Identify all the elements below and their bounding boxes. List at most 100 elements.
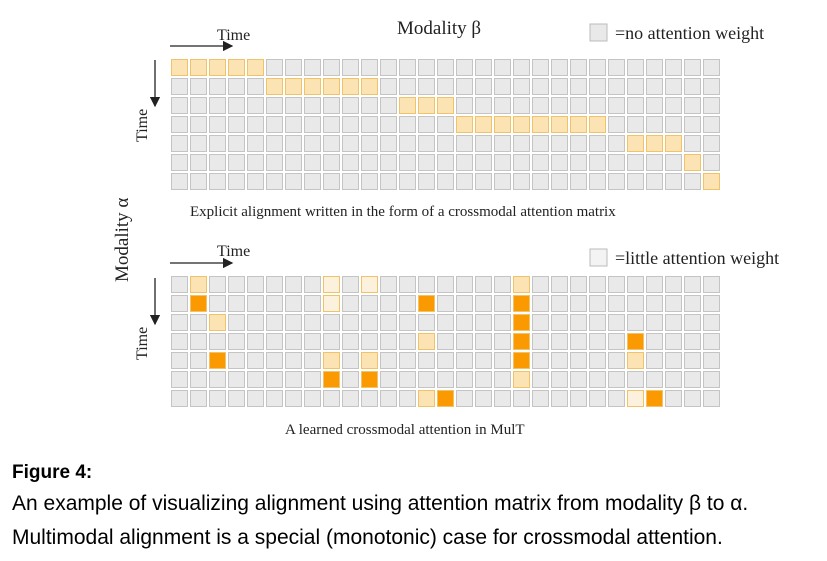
grid-cell <box>475 390 492 407</box>
grid-cell <box>437 333 454 350</box>
grid-cell <box>209 97 226 114</box>
grid-cell <box>285 276 302 293</box>
grid-cell <box>323 333 340 350</box>
grid-cell <box>532 59 549 76</box>
grid-cell <box>627 78 644 95</box>
grid-cell <box>570 154 587 171</box>
grid-cell <box>646 173 663 190</box>
grid-cell <box>532 276 549 293</box>
grid-cell <box>228 173 245 190</box>
grid-cell <box>437 295 454 312</box>
grid-cell <box>589 173 606 190</box>
grid-cell <box>646 97 663 114</box>
grid-cell <box>209 116 226 133</box>
legend-text: =no attention weight <box>615 23 764 43</box>
grid-cell <box>266 333 283 350</box>
grid-cell <box>665 97 682 114</box>
grid-cell <box>456 59 473 76</box>
grid-cell <box>665 352 682 369</box>
grid-cell <box>532 116 549 133</box>
grid-cell <box>285 173 302 190</box>
grid-cell <box>380 97 397 114</box>
grid-cell <box>399 314 416 331</box>
grid-cell <box>285 295 302 312</box>
grid-cell <box>703 276 720 293</box>
grid-cell <box>532 352 549 369</box>
grid-cell <box>247 314 264 331</box>
grid-cell <box>380 295 397 312</box>
grid-cell <box>228 333 245 350</box>
grid-cell <box>684 276 701 293</box>
grid-cell <box>532 97 549 114</box>
grid-cell <box>703 97 720 114</box>
grid-cell <box>285 116 302 133</box>
grid-cell <box>494 390 511 407</box>
grid-cell <box>551 390 568 407</box>
grid-cell <box>608 333 625 350</box>
grid-cell <box>551 352 568 369</box>
grid-cell <box>323 352 340 369</box>
grid-cell <box>285 371 302 388</box>
attention-grid <box>171 59 720 190</box>
grid-cell <box>589 295 606 312</box>
grid-cell <box>304 154 321 171</box>
grid-cell <box>418 116 435 133</box>
grid-cell <box>304 135 321 152</box>
grid-cell <box>475 352 492 369</box>
grid-cell <box>323 97 340 114</box>
grid-cell <box>608 276 625 293</box>
grid-cell <box>342 173 359 190</box>
grid-cell <box>703 78 720 95</box>
grid-cell <box>190 314 207 331</box>
grid-cell <box>608 154 625 171</box>
grid-cell <box>399 295 416 312</box>
grid-cell <box>494 371 511 388</box>
grid-cell <box>361 371 378 388</box>
grid-cell <box>209 78 226 95</box>
grid-cell <box>627 276 644 293</box>
grid-cell <box>304 276 321 293</box>
grid-cell <box>418 390 435 407</box>
figure: Time Modality β =no attention weight Tim… <box>112 18 779 438</box>
grid-cell <box>266 352 283 369</box>
grid-cell <box>684 390 701 407</box>
grid-cell <box>513 116 530 133</box>
grid-cell <box>228 371 245 388</box>
caption-label: Figure 4: <box>12 462 93 483</box>
grid-cell <box>285 59 302 76</box>
grid-cell <box>380 78 397 95</box>
grid-cell <box>646 154 663 171</box>
grid-cell <box>646 59 663 76</box>
grid-cell <box>266 295 283 312</box>
grid-cell <box>475 173 492 190</box>
grid-cell <box>456 295 473 312</box>
grid-cell <box>247 154 264 171</box>
grid-cell <box>437 173 454 190</box>
grid-cell <box>437 135 454 152</box>
grid-cell <box>494 173 511 190</box>
grid-cell <box>304 314 321 331</box>
grid-cell <box>399 78 416 95</box>
grid-cell <box>418 371 435 388</box>
grid-cell <box>627 371 644 388</box>
grid-cell <box>209 390 226 407</box>
grid-cell <box>247 352 264 369</box>
grid-cell <box>608 390 625 407</box>
grid-cell <box>589 154 606 171</box>
grid-cell <box>456 97 473 114</box>
grid-cell <box>494 59 511 76</box>
grid-cell <box>247 97 264 114</box>
grid-cell <box>646 314 663 331</box>
grid-cell <box>399 59 416 76</box>
grid-cell <box>266 116 283 133</box>
grid-cell <box>608 371 625 388</box>
grid-cell <box>665 390 682 407</box>
grid-cell <box>361 135 378 152</box>
grid-cell <box>266 314 283 331</box>
grid-cell <box>209 59 226 76</box>
grid-cell <box>589 371 606 388</box>
grid-cell <box>551 173 568 190</box>
grid-cell <box>551 78 568 95</box>
grid-cell <box>304 390 321 407</box>
grid-cell <box>665 371 682 388</box>
